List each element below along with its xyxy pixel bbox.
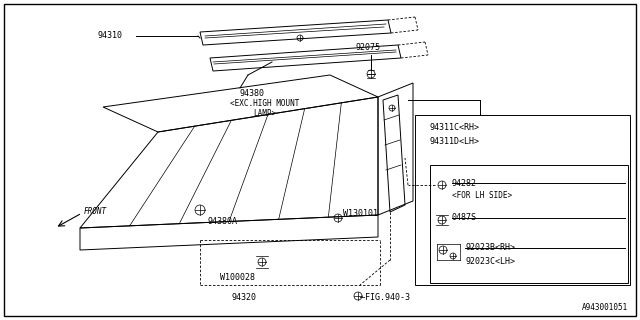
- Text: FRONT: FRONT: [84, 206, 107, 215]
- Text: —FIG.940-3: —FIG.940-3: [360, 293, 410, 302]
- Text: 94311D<LH>: 94311D<LH>: [430, 138, 480, 147]
- Text: <FOR LH SIDE>: <FOR LH SIDE>: [452, 191, 512, 201]
- Text: LAMP>: LAMP>: [253, 108, 276, 117]
- Text: 94380A: 94380A: [207, 218, 237, 227]
- Text: 92075: 92075: [356, 44, 381, 52]
- Text: 0487S: 0487S: [452, 213, 477, 222]
- Bar: [430, 165, 628, 283]
- Bar: [415, 115, 630, 285]
- Text: 92023B<RH>: 92023B<RH>: [465, 244, 515, 252]
- Text: W100028: W100028: [220, 274, 255, 283]
- Text: 94310: 94310: [98, 31, 123, 41]
- Text: 94311C<RH>: 94311C<RH>: [430, 124, 480, 132]
- Text: 94282: 94282: [452, 179, 477, 188]
- Text: W130101: W130101: [343, 210, 378, 219]
- Text: 92023C<LH>: 92023C<LH>: [465, 257, 515, 266]
- Text: 94380: 94380: [240, 89, 265, 98]
- Text: A943001051: A943001051: [582, 303, 628, 312]
- Text: 94320: 94320: [232, 292, 257, 301]
- Text: <EXC.HIGH MOUNT: <EXC.HIGH MOUNT: [230, 99, 300, 108]
